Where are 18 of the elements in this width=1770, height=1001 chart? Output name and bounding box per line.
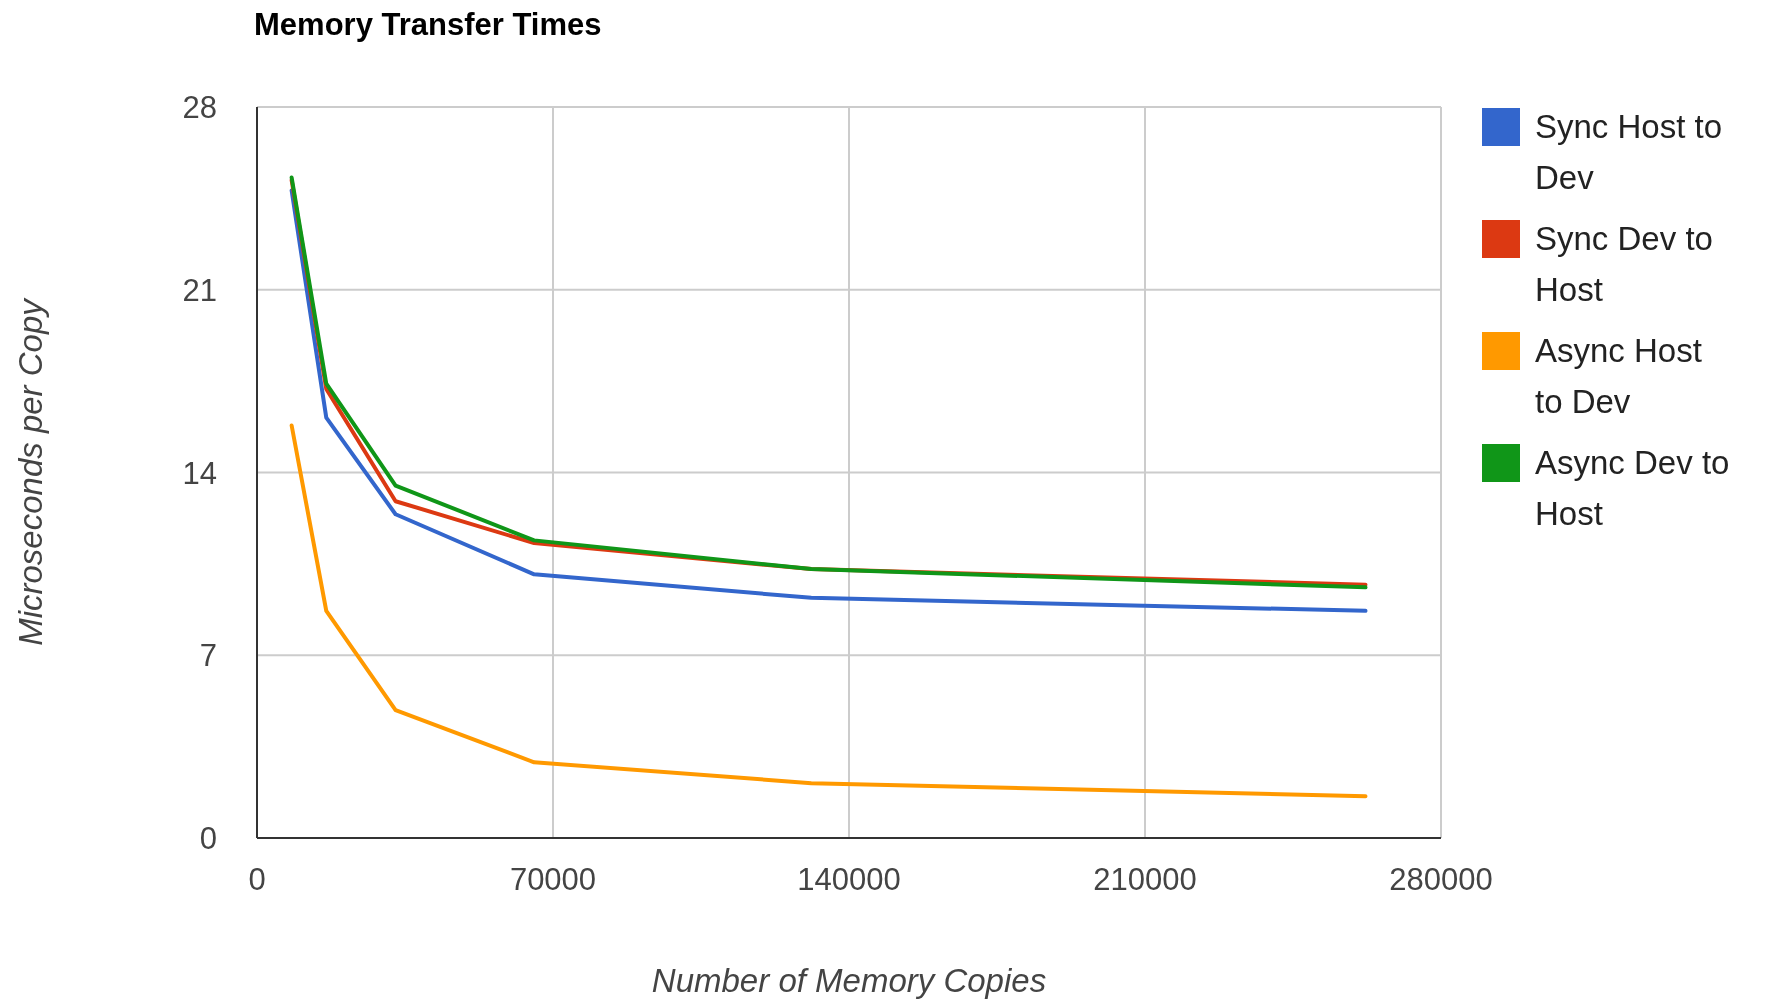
x-tick-label: 0 [248,862,266,897]
y-tick-label: 14 [182,455,217,491]
x-axis-title: Number of Memory Copies [651,962,1047,999]
x-tick-label: 280000 [1389,862,1493,897]
legend-label: Async Dev to Host [1535,444,1730,532]
legend-label: Async Host to Dev [1535,332,1702,420]
x-tick-label: 70000 [509,862,597,897]
y-tick-label: 28 [182,90,217,125]
y-tick-label: 0 [199,821,217,856]
y-tick-label: 21 [182,272,217,308]
x-tick-label: 210000 [1093,862,1197,897]
line-series [289,423,1368,799]
legend-label: Sync Dev to Host [1535,220,1713,308]
x-tick-label: 140000 [797,862,901,897]
y-tick-label: 7 [199,638,217,674]
legend-label: Sync Host to Dev [1535,108,1723,196]
chart-title: Memory Transfer Times [254,7,602,42]
y-axis-title: Microseconds per Copy [12,296,49,646]
